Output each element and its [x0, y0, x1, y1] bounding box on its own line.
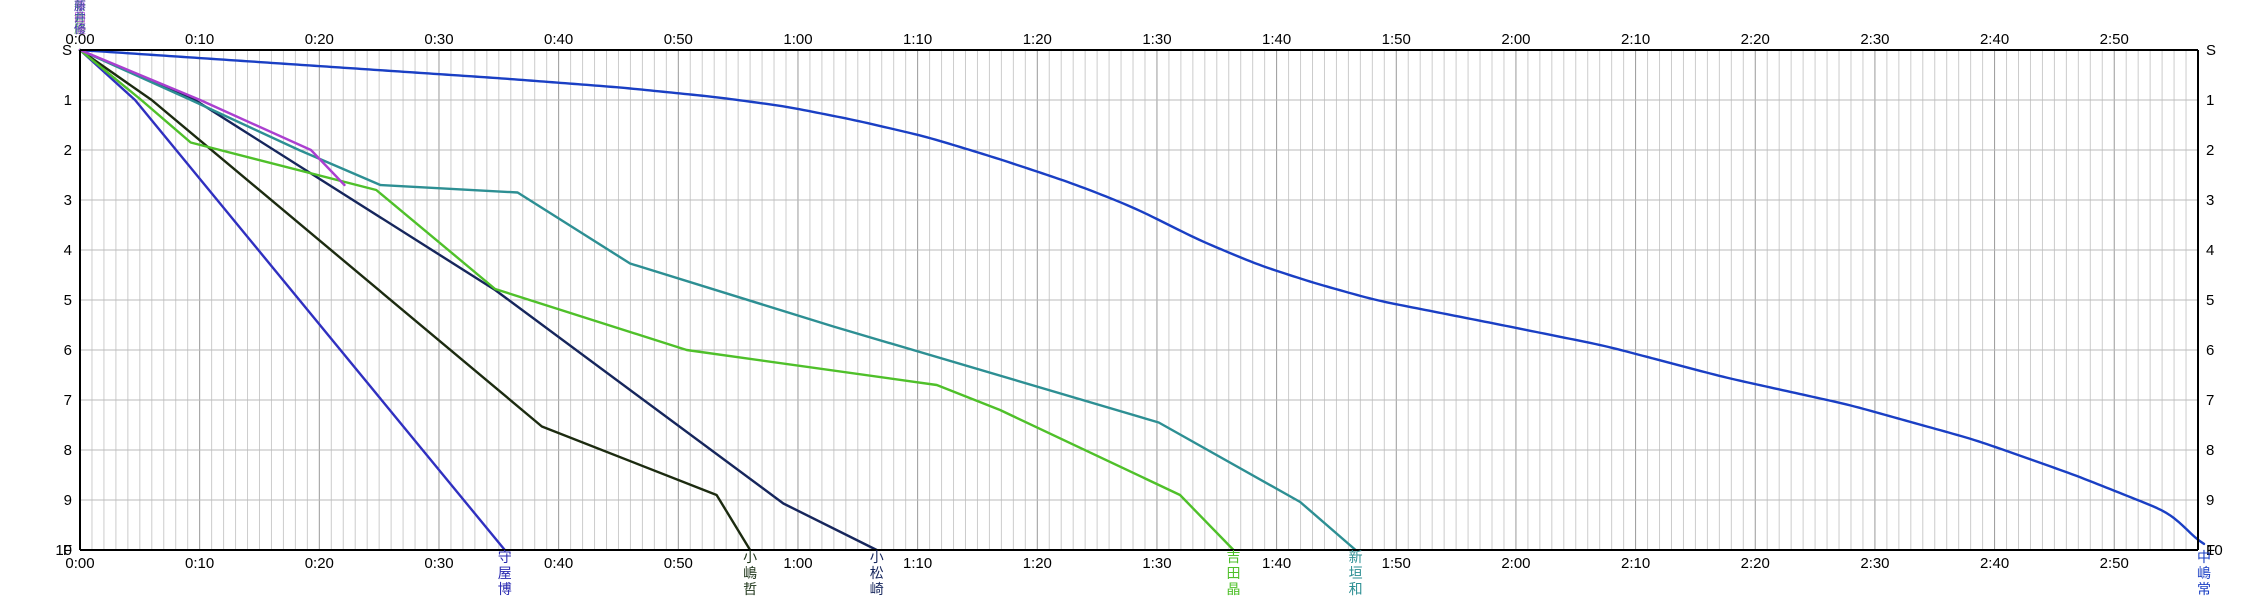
svg-text:小: 小 [870, 549, 884, 565]
svg-text:1:40: 1:40 [1262, 31, 1291, 48]
svg-text:4: 4 [64, 242, 72, 259]
svg-text:7: 7 [2206, 392, 2214, 409]
svg-text:0:10: 0:10 [185, 31, 214, 48]
svg-text:4: 4 [2206, 242, 2214, 259]
svg-text:1:50: 1:50 [1382, 31, 1411, 48]
svg-text:S: S [62, 42, 72, 59]
svg-text:6: 6 [64, 342, 72, 359]
svg-text:晶: 晶 [1227, 581, 1241, 597]
svg-text:1:20: 1:20 [1023, 31, 1052, 48]
svg-text:2:40: 2:40 [1980, 555, 2009, 572]
svg-text:F: F [63, 542, 72, 559]
svg-text:2:20: 2:20 [1741, 555, 1770, 572]
svg-text:2:00: 2:00 [1501, 31, 1530, 48]
svg-text:0:20: 0:20 [305, 555, 334, 572]
svg-text:和: 和 [1349, 581, 1363, 597]
svg-text:3: 3 [64, 192, 72, 209]
svg-text:0:30: 0:30 [424, 31, 453, 48]
svg-text:2:30: 2:30 [1860, 31, 1889, 48]
svg-text:2:40: 2:40 [1980, 31, 2009, 48]
svg-text:2:50: 2:50 [2100, 555, 2129, 572]
svg-text:松: 松 [870, 565, 884, 581]
svg-text:屋: 屋 [498, 565, 512, 581]
svg-text:小: 小 [743, 549, 757, 565]
svg-text:3: 3 [2206, 192, 2214, 209]
svg-text:1:10: 1:10 [903, 31, 932, 48]
svg-text:7: 7 [64, 392, 72, 409]
svg-text:中: 中 [2197, 549, 2211, 565]
svg-text:吉: 吉 [1227, 549, 1241, 565]
svg-text:1:30: 1:30 [1142, 555, 1171, 572]
svg-text:2:30: 2:30 [1860, 555, 1889, 572]
svg-text:0:10: 0:10 [185, 555, 214, 572]
svg-text:S: S [2206, 42, 2216, 59]
svg-text:8: 8 [64, 442, 72, 459]
svg-text:2:10: 2:10 [1621, 555, 1650, 572]
svg-text:0:40: 0:40 [544, 31, 573, 48]
svg-text:1:50: 1:50 [1382, 555, 1411, 572]
svg-text:田: 田 [1227, 565, 1241, 581]
svg-text:0:40: 0:40 [544, 555, 573, 572]
svg-text:0:50: 0:50 [664, 31, 693, 48]
svg-text:1:20: 1:20 [1023, 555, 1052, 572]
svg-text:2: 2 [64, 142, 72, 159]
svg-text:1:00: 1:00 [783, 555, 812, 572]
svg-text:9: 9 [2206, 492, 2214, 509]
svg-text:5: 5 [64, 292, 72, 309]
svg-text:0:50: 0:50 [664, 555, 693, 572]
svg-text:6: 6 [2206, 342, 2214, 359]
svg-text:修: 修 [74, 21, 86, 36]
svg-text:1:10: 1:10 [903, 555, 932, 572]
svg-text:1:30: 1:30 [1142, 31, 1171, 48]
svg-text:5: 5 [2206, 292, 2214, 309]
svg-text:1: 1 [2206, 92, 2214, 109]
svg-text:新: 新 [1349, 549, 1363, 565]
svg-text:1:40: 1:40 [1262, 555, 1291, 572]
svg-text:嶋: 嶋 [2197, 565, 2211, 581]
svg-text:0:20: 0:20 [305, 31, 334, 48]
svg-text:常: 常 [2197, 581, 2211, 597]
svg-text:2:00: 2:00 [1501, 555, 1530, 572]
svg-text:嶋: 嶋 [743, 565, 757, 581]
svg-text:1: 1 [64, 92, 72, 109]
svg-text:2:10: 2:10 [1621, 31, 1650, 48]
svg-text:博: 博 [498, 581, 512, 597]
svg-text:守: 守 [498, 549, 512, 565]
svg-text:2: 2 [2206, 142, 2214, 159]
svg-text:哲: 哲 [743, 581, 757, 597]
svg-text:0:30: 0:30 [424, 555, 453, 572]
svg-text:垣: 垣 [1349, 565, 1363, 581]
svg-text:1:00: 1:00 [783, 31, 812, 48]
svg-text:9: 9 [64, 492, 72, 509]
svg-text:2:20: 2:20 [1741, 31, 1770, 48]
svg-text:8: 8 [2206, 442, 2214, 459]
svg-text:2:50: 2:50 [2100, 31, 2129, 48]
svg-text:崎: 崎 [870, 581, 884, 597]
